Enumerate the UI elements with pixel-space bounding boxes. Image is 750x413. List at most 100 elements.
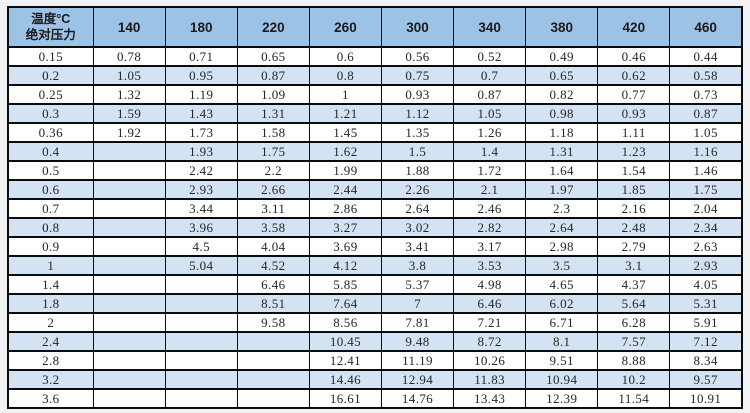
pressure-cell: 0.3 xyxy=(7,103,94,124)
value-cell: 2.1 xyxy=(453,179,527,200)
value-cell xyxy=(92,369,166,390)
value-cell: 1.92 xyxy=(92,122,166,143)
value-cell: 0.77 xyxy=(597,84,671,105)
value-cell: 5.37 xyxy=(380,274,455,295)
value-cell: 3.44 xyxy=(164,198,238,219)
value-cell: 1.35 xyxy=(380,122,455,143)
value-cell: 3.69 xyxy=(308,236,382,257)
value-cell: 5.04 xyxy=(164,255,238,276)
value-cell: 3.5 xyxy=(525,255,599,276)
value-cell: 5.64 xyxy=(597,293,671,314)
pressure-cell: 0.36 xyxy=(7,122,94,143)
corner-temperature-label: 温度°C xyxy=(31,12,71,26)
value-cell: 1.32 xyxy=(92,84,166,105)
table-row: 2.4 10.45 9.48 8.72 8.1 7.57 7.12 xyxy=(7,331,743,352)
value-cell: 0.73 xyxy=(669,84,743,105)
value-cell: 11.83 xyxy=(453,369,527,390)
pressure-cell: 2.8 xyxy=(7,350,94,371)
value-cell xyxy=(92,331,166,352)
value-cell: 1.59 xyxy=(92,103,166,124)
value-cell: 3.02 xyxy=(380,217,455,238)
temperature-header-cell: 300 xyxy=(380,6,455,48)
value-cell: 0.52 xyxy=(453,46,527,67)
value-cell: 1.21 xyxy=(308,103,382,124)
value-cell: 0.87 xyxy=(453,84,527,105)
table-row: 3.6 16.61 14.76 13.43 12.39 11.54 10.91 xyxy=(7,388,743,409)
value-cell: 12.41 xyxy=(308,350,382,371)
value-cell: 8.1 xyxy=(525,331,599,352)
value-cell: 7.81 xyxy=(380,312,455,333)
table-row: 0.3 1.59 1.43 1.31 1.21 1.12 1.05 0.98 0.93 0.87 xyxy=(7,103,743,124)
value-cell xyxy=(92,198,166,219)
table-row: 0.5 2.42 2.2 1.99 1.88 1.72 1.64 1.54 1.46 xyxy=(7,160,743,181)
value-cell: 8.34 xyxy=(669,350,743,371)
value-cell: 1.75 xyxy=(669,179,743,200)
value-cell: 1.46 xyxy=(669,160,743,181)
pressure-cell: 0.2 xyxy=(7,65,94,86)
value-cell: 8.88 xyxy=(597,350,671,371)
table-row: 0.36 1.92 1.73 1.58 1.45 1.35 1.26 1.18 1.11 1.05 xyxy=(7,122,743,143)
value-cell: 4.37 xyxy=(597,274,671,295)
value-cell: 1.31 xyxy=(525,141,599,162)
value-cell: 6.02 xyxy=(525,293,599,314)
value-cell: 1.5 xyxy=(380,141,455,162)
value-cell: 2.64 xyxy=(525,217,599,238)
pressure-cell: 0.4 xyxy=(7,141,94,162)
value-cell: 2.63 xyxy=(669,236,743,257)
value-cell: 10.91 xyxy=(669,388,743,409)
temperature-header-cell: 380 xyxy=(525,6,599,48)
pressure-cell: 0.25 xyxy=(7,84,94,105)
value-cell: 11.19 xyxy=(380,350,455,371)
value-cell xyxy=(92,312,166,333)
value-cell: 9.57 xyxy=(669,369,743,390)
value-cell xyxy=(164,274,238,295)
value-cell: 0.49 xyxy=(525,46,599,67)
value-cell: 0.98 xyxy=(525,103,599,124)
value-cell: 8.51 xyxy=(236,293,310,314)
value-cell: 9.58 xyxy=(236,312,310,333)
temperature-header-cell: 220 xyxy=(236,6,310,48)
value-cell: 5.31 xyxy=(669,293,743,314)
value-cell: 0.65 xyxy=(525,65,599,86)
value-cell: 1.62 xyxy=(308,141,382,162)
value-cell: 1.19 xyxy=(164,84,238,105)
value-cell: 2.16 xyxy=(597,198,671,219)
value-cell: 1.26 xyxy=(453,122,527,143)
table-row: 2.8 12.41 11.19 10.26 9.51 8.88 8.34 xyxy=(7,350,743,371)
pressure-cell: 0.5 xyxy=(7,160,94,181)
value-cell: 7 xyxy=(380,293,455,314)
header-row: 温度°C 绝对压力 140 180 220 260 300 340 380 420 460 xyxy=(7,6,743,48)
value-cell: 1.58 xyxy=(236,122,310,143)
value-cell: 0.93 xyxy=(380,84,455,105)
temperature-header-cell: 260 xyxy=(308,6,382,48)
value-cell: 3.1 xyxy=(597,255,671,276)
value-cell xyxy=(164,388,238,409)
value-cell: 3.53 xyxy=(453,255,527,276)
temperature-header-cell: 140 xyxy=(92,6,166,48)
pressure-cell: 3.2 xyxy=(7,369,94,390)
value-cell: 3.8 xyxy=(380,255,455,276)
table-header: 温度°C 绝对压力 140 180 220 260 300 340 380 420 460 xyxy=(7,6,743,48)
table-row: 2 9.58 8.56 7.81 7.21 6.71 6.28 5.91 xyxy=(7,312,743,333)
value-cell: 10.2 xyxy=(597,369,671,390)
corner-pressure-label: 绝对压力 xyxy=(25,28,76,42)
value-cell: 3.27 xyxy=(308,217,382,238)
value-cell: 6.46 xyxy=(236,274,310,295)
pressure-cell: 3.6 xyxy=(7,388,94,409)
value-cell: 13.43 xyxy=(453,388,527,409)
value-cell: 1.4 xyxy=(453,141,527,162)
value-cell xyxy=(92,141,166,162)
value-cell: 2.93 xyxy=(164,179,238,200)
value-cell: 2.98 xyxy=(525,236,599,257)
value-cell: 0.75 xyxy=(380,65,455,86)
value-cell: 0.71 xyxy=(164,46,238,67)
value-cell: 8.72 xyxy=(453,331,527,352)
value-cell: 2.3 xyxy=(525,198,599,219)
table-row: 3.2 14.46 12.94 11.83 10.94 10.2 9.57 xyxy=(7,369,743,390)
table-row: 0.4 1.93 1.75 1.62 1.5 1.4 1.31 1.23 1.16 xyxy=(7,141,743,162)
value-cell xyxy=(236,369,310,390)
value-cell xyxy=(236,331,310,352)
value-cell xyxy=(92,236,166,257)
value-cell: 2.26 xyxy=(380,179,455,200)
value-cell: 2.86 xyxy=(308,198,382,219)
